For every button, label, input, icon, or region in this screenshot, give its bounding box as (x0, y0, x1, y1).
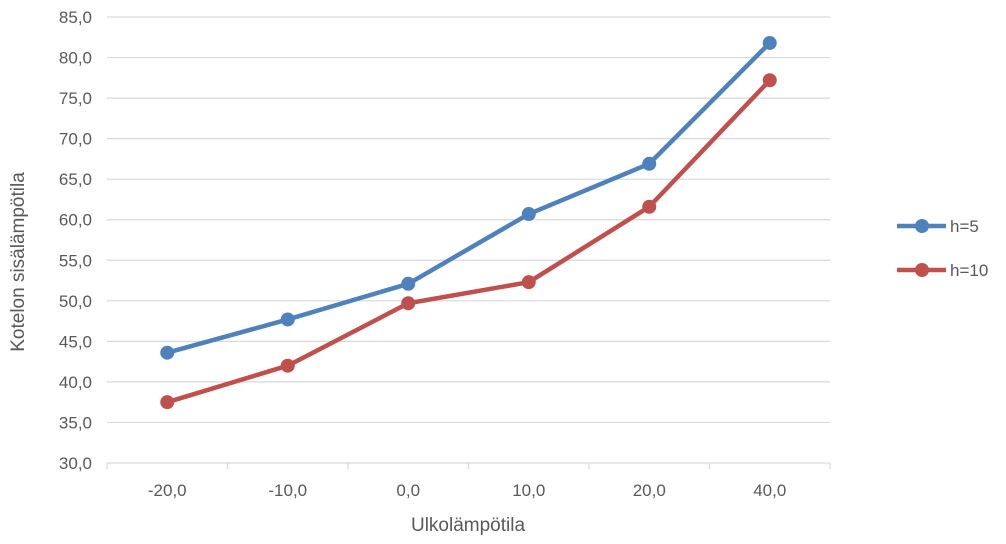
series-h=10 (160, 73, 777, 410)
legend-label: h=5 (950, 217, 979, 236)
y-tick-label: 70,0 (59, 130, 92, 149)
legend: h=5 h=10 (897, 217, 988, 280)
data-point (160, 345, 175, 360)
x-tick-label: -10,0 (268, 481, 307, 500)
data-point (762, 73, 777, 88)
data-point (160, 395, 175, 410)
data-point (401, 276, 416, 291)
y-tick-label: 35,0 (59, 413, 92, 432)
x-axis (106, 462, 831, 469)
data-point (762, 35, 777, 50)
legend-label: h=10 (950, 261, 988, 280)
x-tick-label: 20,0 (633, 481, 666, 500)
y-tick-label: 55,0 (59, 251, 92, 270)
y-tick-label: 85,0 (59, 8, 92, 27)
data-point (642, 199, 657, 214)
data-point (521, 207, 536, 222)
data-point (521, 275, 536, 290)
gridlines (107, 16, 830, 424)
x-axis-title: Ulkolämpötila (411, 515, 525, 536)
data-point (642, 156, 657, 171)
legend-item: h=5 (897, 217, 979, 236)
data-point (280, 312, 295, 327)
series-line (165, 40, 772, 355)
legend-item: h=10 (897, 261, 988, 280)
y-axis-title: Kotelon sisälämpötila (8, 172, 29, 352)
x-tick-label: 40,0 (753, 481, 786, 500)
data-point (401, 296, 416, 311)
x-axis-tick-labels: -20,0 -10,0 0,0 10,0 20,0 40,0 (148, 481, 786, 500)
data-point (280, 358, 295, 373)
x-tick-label: -20,0 (148, 481, 187, 500)
y-tick-label: 45,0 (59, 332, 92, 351)
y-tick-label: 50,0 (59, 292, 92, 311)
y-tick-label: 75,0 (59, 89, 92, 108)
y-tick-label: 30,0 (59, 454, 92, 473)
legend-marker (915, 263, 929, 277)
y-tick-label: 60,0 (59, 211, 92, 230)
x-tick-label: 0,0 (396, 481, 420, 500)
series-h=5 (160, 35, 777, 360)
y-tick-label: 80,0 (59, 49, 92, 68)
y-tick-label: 40,0 (59, 373, 92, 392)
series-group (160, 35, 777, 410)
y-tick-label: 65,0 (59, 170, 92, 189)
series-line (165, 78, 772, 405)
y-axis-tick-labels: 30,0 35,0 40,0 45,0 50,0 55,0 60,0 65,0 70,0 75,0… (59, 8, 92, 473)
x-tick-label: 10,0 (512, 481, 545, 500)
legend-marker (915, 219, 929, 233)
